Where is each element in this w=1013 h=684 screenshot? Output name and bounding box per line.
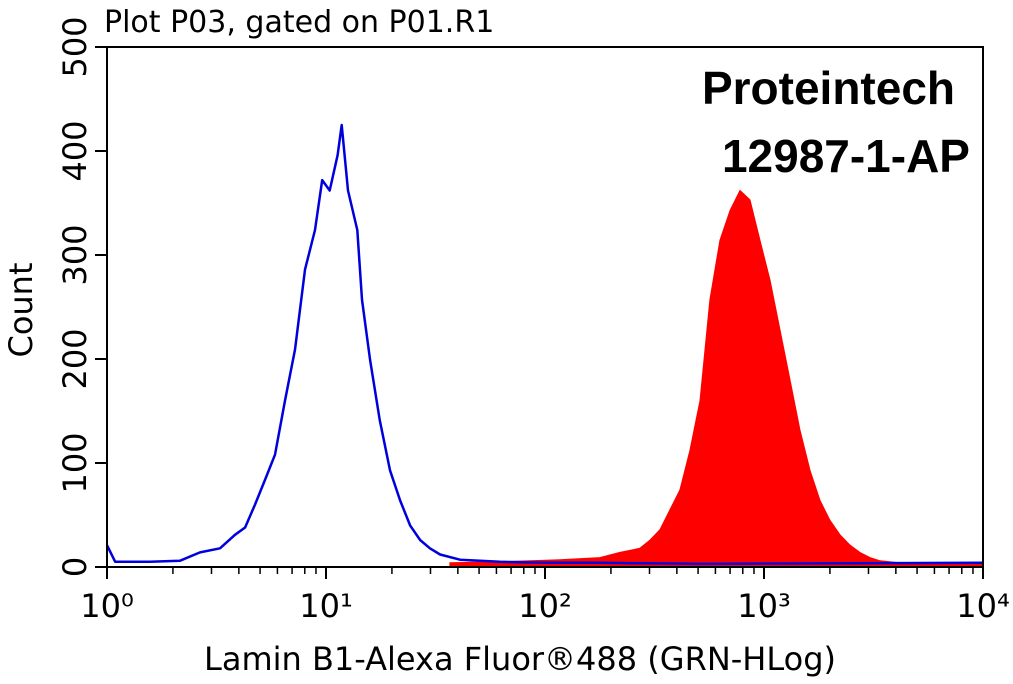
y-tick-label: 500 (56, 16, 94, 77)
y-tick-label: 400 (56, 120, 94, 181)
x-axis-label: Lamin B1-Alexa Fluor®488 (GRN-HLog) (204, 640, 836, 678)
annotation: Proteintech (702, 62, 955, 114)
y-tick-label: 100 (56, 432, 94, 493)
y-axis-label: Count (2, 262, 40, 357)
y-tick-label: 300 (56, 224, 94, 285)
x-tick-label: 10³ (737, 587, 791, 625)
x-tick-label: 10⁴ (956, 587, 1010, 625)
y-tick-label: 200 (56, 328, 94, 389)
plot-frame (106, 46, 984, 568)
x-tick-label: 10² (518, 587, 572, 625)
x-tick-label: 10⁰ (80, 587, 134, 625)
x-tick-label: 10¹ (299, 587, 353, 625)
histogram-line (105, 123, 984, 566)
annotation: 12987-1-AP (722, 130, 970, 182)
y-tick-label: 0 (56, 557, 94, 577)
histogram-area (449, 189, 984, 568)
chart-title: Plot P03, gated on P01.R1 (104, 5, 494, 40)
